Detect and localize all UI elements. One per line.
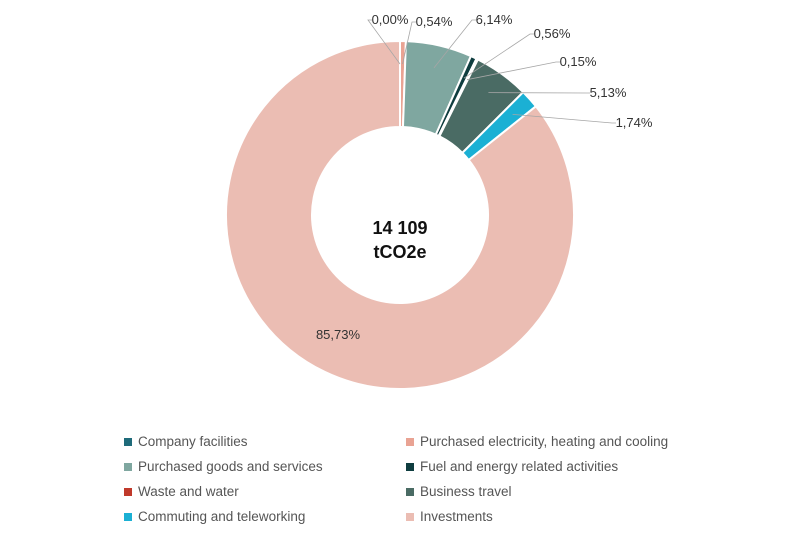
legend-item-commuting-and-teleworking: Commuting and teleworking <box>124 509 305 524</box>
legend-swatch <box>124 512 132 521</box>
legend-swatch <box>124 487 132 496</box>
leader-commuting-and-teleworking <box>512 113 616 124</box>
label-purchased-goods-and-services: 6,14% <box>476 12 513 27</box>
leader-purchased-electricity-heating-and-cooling <box>402 21 416 65</box>
label-company-facilities: 0,00% <box>372 12 409 27</box>
legend-swatch <box>406 462 414 471</box>
legend-item-company-facilities: Company facilities <box>124 434 248 449</box>
legend-label: Investments <box>420 509 493 524</box>
leader-waste-and-water <box>466 61 560 81</box>
legend-item-investments: Investments <box>406 509 493 524</box>
label-waste-and-water: 0,15% <box>560 54 597 69</box>
leader-fuel-and-energy-related-activities <box>463 33 534 79</box>
label-purchased-electricity-heating-and-cooling: 0,54% <box>416 14 453 29</box>
legend-item-fuel-and-energy-related-activities: Fuel and energy related activities <box>406 459 618 474</box>
leader-lines <box>367 19 616 124</box>
donut-chart: 0,00% 0,54% 6,14% 0,56% 0,15% 5,13% 1,74% 85,73… <box>225 12 653 390</box>
legend-label: Company facilities <box>138 434 248 449</box>
donut-slices <box>225 39 575 390</box>
label-commuting-and-teleworking: 1,74% <box>616 115 653 130</box>
legend-item-waste-and-water: Waste and water <box>124 484 239 499</box>
leader-company-facilities <box>367 19 401 65</box>
center-total: 14 109 <box>372 218 427 238</box>
legend-swatch <box>406 512 414 521</box>
legend-swatch <box>406 437 414 446</box>
legend-label: Purchased goods and services <box>138 459 323 474</box>
slice-investments <box>225 39 575 390</box>
legend-label: Business travel <box>420 484 512 499</box>
label-fuel-and-energy-related-activities: 0,56% <box>534 26 571 41</box>
chart-legend: Company facilities Purchased electricity,… <box>0 428 800 528</box>
legend-item-purchased-goods-and-services: Purchased goods and services <box>124 459 323 474</box>
legend-label: Fuel and energy related activities <box>420 459 619 474</box>
center-unit: tCO2e <box>373 242 426 262</box>
legend-swatch <box>406 487 414 496</box>
legend-item-purchased-electricity-heating-and-cooling: Purchased electricity, heating and cooli… <box>406 434 668 449</box>
slice-labels: 0,00% 0,54% 6,14% 0,56% 0,15% 5,13% 1,74% 85,73… <box>316 12 653 342</box>
legend-label: Purchased electricity, heating and cooli… <box>420 434 669 449</box>
legend-label: Waste and water <box>138 484 239 499</box>
legend-item-business-travel: Business travel <box>406 484 512 499</box>
legend-swatch <box>124 437 132 446</box>
leader-purchased-goods-and-services <box>433 19 476 69</box>
legend-label: Commuting and teleworking <box>138 509 306 524</box>
label-investments: 85,73% <box>316 327 361 342</box>
label-business-travel: 5,13% <box>590 85 627 100</box>
legend-swatch <box>124 462 132 471</box>
